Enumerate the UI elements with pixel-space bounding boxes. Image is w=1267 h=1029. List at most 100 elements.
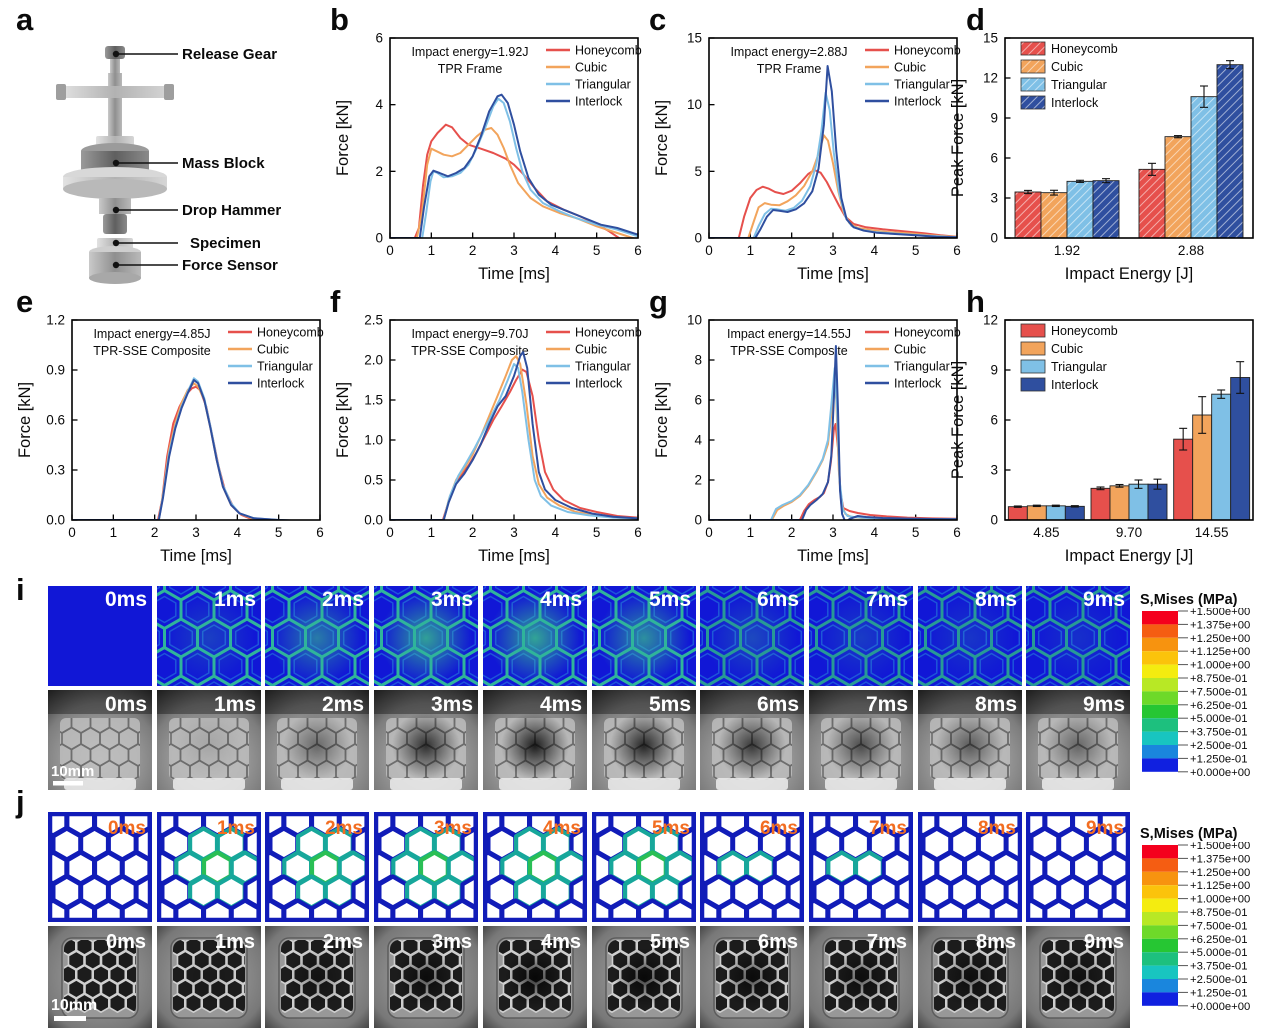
chart-text: Force [kN]	[16, 382, 34, 458]
hex-cell	[1087, 652, 1112, 681]
bar-triangular-2.88	[1190, 96, 1218, 239]
chart-text: Interlock	[894, 94, 942, 108]
chart-text: Interlock	[1051, 378, 1099, 392]
colorbar-band	[1142, 885, 1178, 899]
hex-cell	[979, 652, 1004, 681]
hex-cell	[326, 595, 351, 624]
bar-triangular-4.85	[1045, 505, 1066, 521]
chart-text: 0	[990, 231, 998, 246]
time-label: 5ms	[652, 818, 690, 839]
hex-cell	[354, 759, 357, 780]
bar-interlock-1.92	[1092, 180, 1120, 239]
chart-text: +1.125e+00	[1190, 646, 1250, 658]
hex-cell	[886, 940, 897, 956]
photo-frame-0ms: 0ms 10mm	[48, 690, 152, 795]
chart-text: 4	[375, 97, 383, 112]
chart-text: 0	[386, 525, 394, 540]
chart-text: Interlock	[575, 94, 623, 108]
sim-image: 5ms	[581, 802, 710, 934]
hex-cell	[995, 993, 1006, 1013]
chart-text: Honeycomb	[894, 43, 961, 57]
hex-cell	[677, 950, 680, 971]
apparatus-label-specimen: Specimen	[190, 235, 261, 252]
sim-frame-4ms: 4ms	[472, 802, 601, 934]
scale-bar	[54, 1016, 86, 1021]
hex-cell	[218, 595, 243, 624]
sim-image: 6ms	[673, 560, 858, 716]
photo-frame-4ms: 4ms	[483, 690, 587, 795]
time-label: 3ms	[432, 931, 472, 953]
hex-cell	[459, 979, 462, 999]
photo-frame-9ms: 9ms	[1026, 926, 1130, 1029]
photo-image: 0ms 10mm	[48, 926, 152, 1028]
sim-frame-1ms: 1ms	[130, 560, 315, 716]
chart-text: 2	[788, 243, 796, 258]
sim-frame-0ms: 0ms	[48, 586, 152, 691]
hex-cell	[789, 759, 792, 780]
chart-text: Cubic	[575, 60, 607, 74]
time-label: 3ms	[431, 693, 473, 716]
sim-frame-5ms: 5ms	[581, 802, 710, 934]
chart-text: 6	[375, 31, 383, 46]
hex-cell	[511, 652, 536, 681]
series-line-interlock	[390, 351, 638, 520]
photo-image: 2ms	[265, 690, 369, 790]
time-label: 8ms	[976, 931, 1016, 953]
chart-text: Impact energy=4.85J	[93, 327, 210, 341]
chart-text: +2.500e-01	[1190, 740, 1247, 752]
hex-cell	[350, 979, 353, 999]
hex-cell	[185, 652, 210, 681]
chart-text: 0	[694, 231, 702, 246]
hex-cell	[870, 595, 895, 624]
sim-frame-border	[482, 811, 588, 923]
time-label: 0ms	[105, 693, 147, 716]
sim-image: 0ms	[37, 802, 166, 934]
panel-label-h: h	[966, 284, 985, 319]
hex-cell	[1042, 993, 1055, 1013]
photo-image: 6ms	[700, 926, 804, 1028]
series-line-interlock	[390, 93, 638, 238]
chart-text: Triangular	[575, 77, 631, 91]
chart-text: Impact Energy [J]	[1065, 265, 1193, 283]
sim-image: 4ms	[472, 802, 601, 934]
time-label: 1ms	[217, 818, 255, 839]
photo-image: 4ms	[483, 926, 587, 1028]
chart-text: 5	[912, 525, 920, 540]
chart-text: Cubic	[1051, 60, 1083, 74]
photo-frame-7ms: 7ms	[809, 926, 913, 1029]
chart-text: 4	[694, 433, 702, 448]
chart-text: Triangular	[257, 359, 313, 373]
photo-image: 5ms	[592, 926, 696, 1028]
sim-frame-7ms: 7ms	[782, 560, 967, 716]
photo-image: 2ms	[265, 926, 369, 1028]
chart-text: Cubic	[894, 342, 926, 356]
chart-force-time-4.85J: 0 1 2 3 4 5 6 0.0 0.3 0.6 0.9 1.2 Time [ms] Force [kN…	[14, 290, 334, 577]
chart-text: Triangular	[894, 77, 950, 91]
chart-text: 0	[68, 525, 76, 540]
colorbar: +1.500e+00+1.375e+00 +1.250e+00+1.125e+00…	[1142, 606, 1250, 779]
colorbar-band	[1142, 664, 1178, 678]
chart-text: +1.250e-01	[1190, 753, 1247, 765]
chart-text: 2	[469, 243, 477, 258]
chart-text: Triangular	[894, 359, 950, 373]
hex-cell	[995, 624, 1021, 652]
hex-cell	[385, 624, 411, 652]
sim-frame-0ms: 0ms	[37, 802, 166, 934]
hex-cell	[390, 993, 403, 1013]
colorbar-band	[1142, 979, 1178, 993]
sim-frame-2ms: 2ms	[254, 802, 383, 934]
hex-cell	[777, 624, 803, 652]
hex-cell	[1111, 979, 1114, 999]
chart-text: 6	[953, 525, 961, 540]
chart-text: 5	[593, 243, 601, 258]
legend-swatch	[1020, 77, 1046, 92]
hex-cell	[234, 624, 260, 652]
hex-cell	[825, 993, 838, 1013]
chart-text: +1.500e+00	[1190, 842, 1250, 852]
colorbar-band	[1142, 651, 1178, 665]
photo-frame-5ms: 5ms	[592, 690, 696, 795]
sim-frame-border	[591, 811, 697, 923]
colorbar-band	[1142, 731, 1178, 745]
chart-text: +8.750e-01	[1190, 907, 1247, 919]
chart-text: TPR-SSE Composite	[411, 344, 528, 358]
